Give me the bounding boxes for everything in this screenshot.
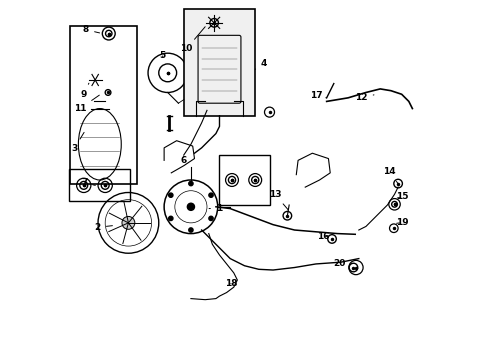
Circle shape [122, 216, 135, 229]
Text: 13: 13 [268, 190, 288, 210]
Circle shape [208, 193, 213, 197]
Circle shape [168, 216, 173, 221]
Circle shape [187, 203, 194, 210]
Text: 7: 7 [81, 178, 95, 187]
Text: 12: 12 [354, 93, 373, 102]
Text: 19: 19 [395, 218, 408, 227]
Text: 11: 11 [74, 95, 99, 113]
Text: 2: 2 [95, 223, 112, 232]
Bar [183, 9, 255, 116]
Text: 9: 9 [80, 83, 89, 99]
Text: 14: 14 [382, 167, 397, 184]
Text: 17: 17 [310, 91, 326, 100]
Text: 16: 16 [316, 232, 328, 241]
Text: 4: 4 [255, 59, 266, 69]
Text: 1: 1 [209, 204, 222, 213]
Circle shape [168, 193, 173, 197]
Circle shape [208, 216, 213, 221]
Text: 15: 15 [395, 193, 407, 202]
Text: 10: 10 [180, 27, 205, 53]
Text: 6: 6 [180, 156, 186, 165]
Circle shape [188, 228, 193, 232]
Bar [219, 155, 269, 205]
Text: 3: 3 [71, 132, 84, 153]
Text: 20: 20 [333, 259, 352, 268]
Text: 5: 5 [159, 51, 165, 60]
Bar [70, 26, 137, 184]
Bar [69, 169, 130, 202]
Text: 8: 8 [82, 25, 100, 34]
Text: 18: 18 [224, 279, 237, 288]
Circle shape [188, 181, 193, 186]
